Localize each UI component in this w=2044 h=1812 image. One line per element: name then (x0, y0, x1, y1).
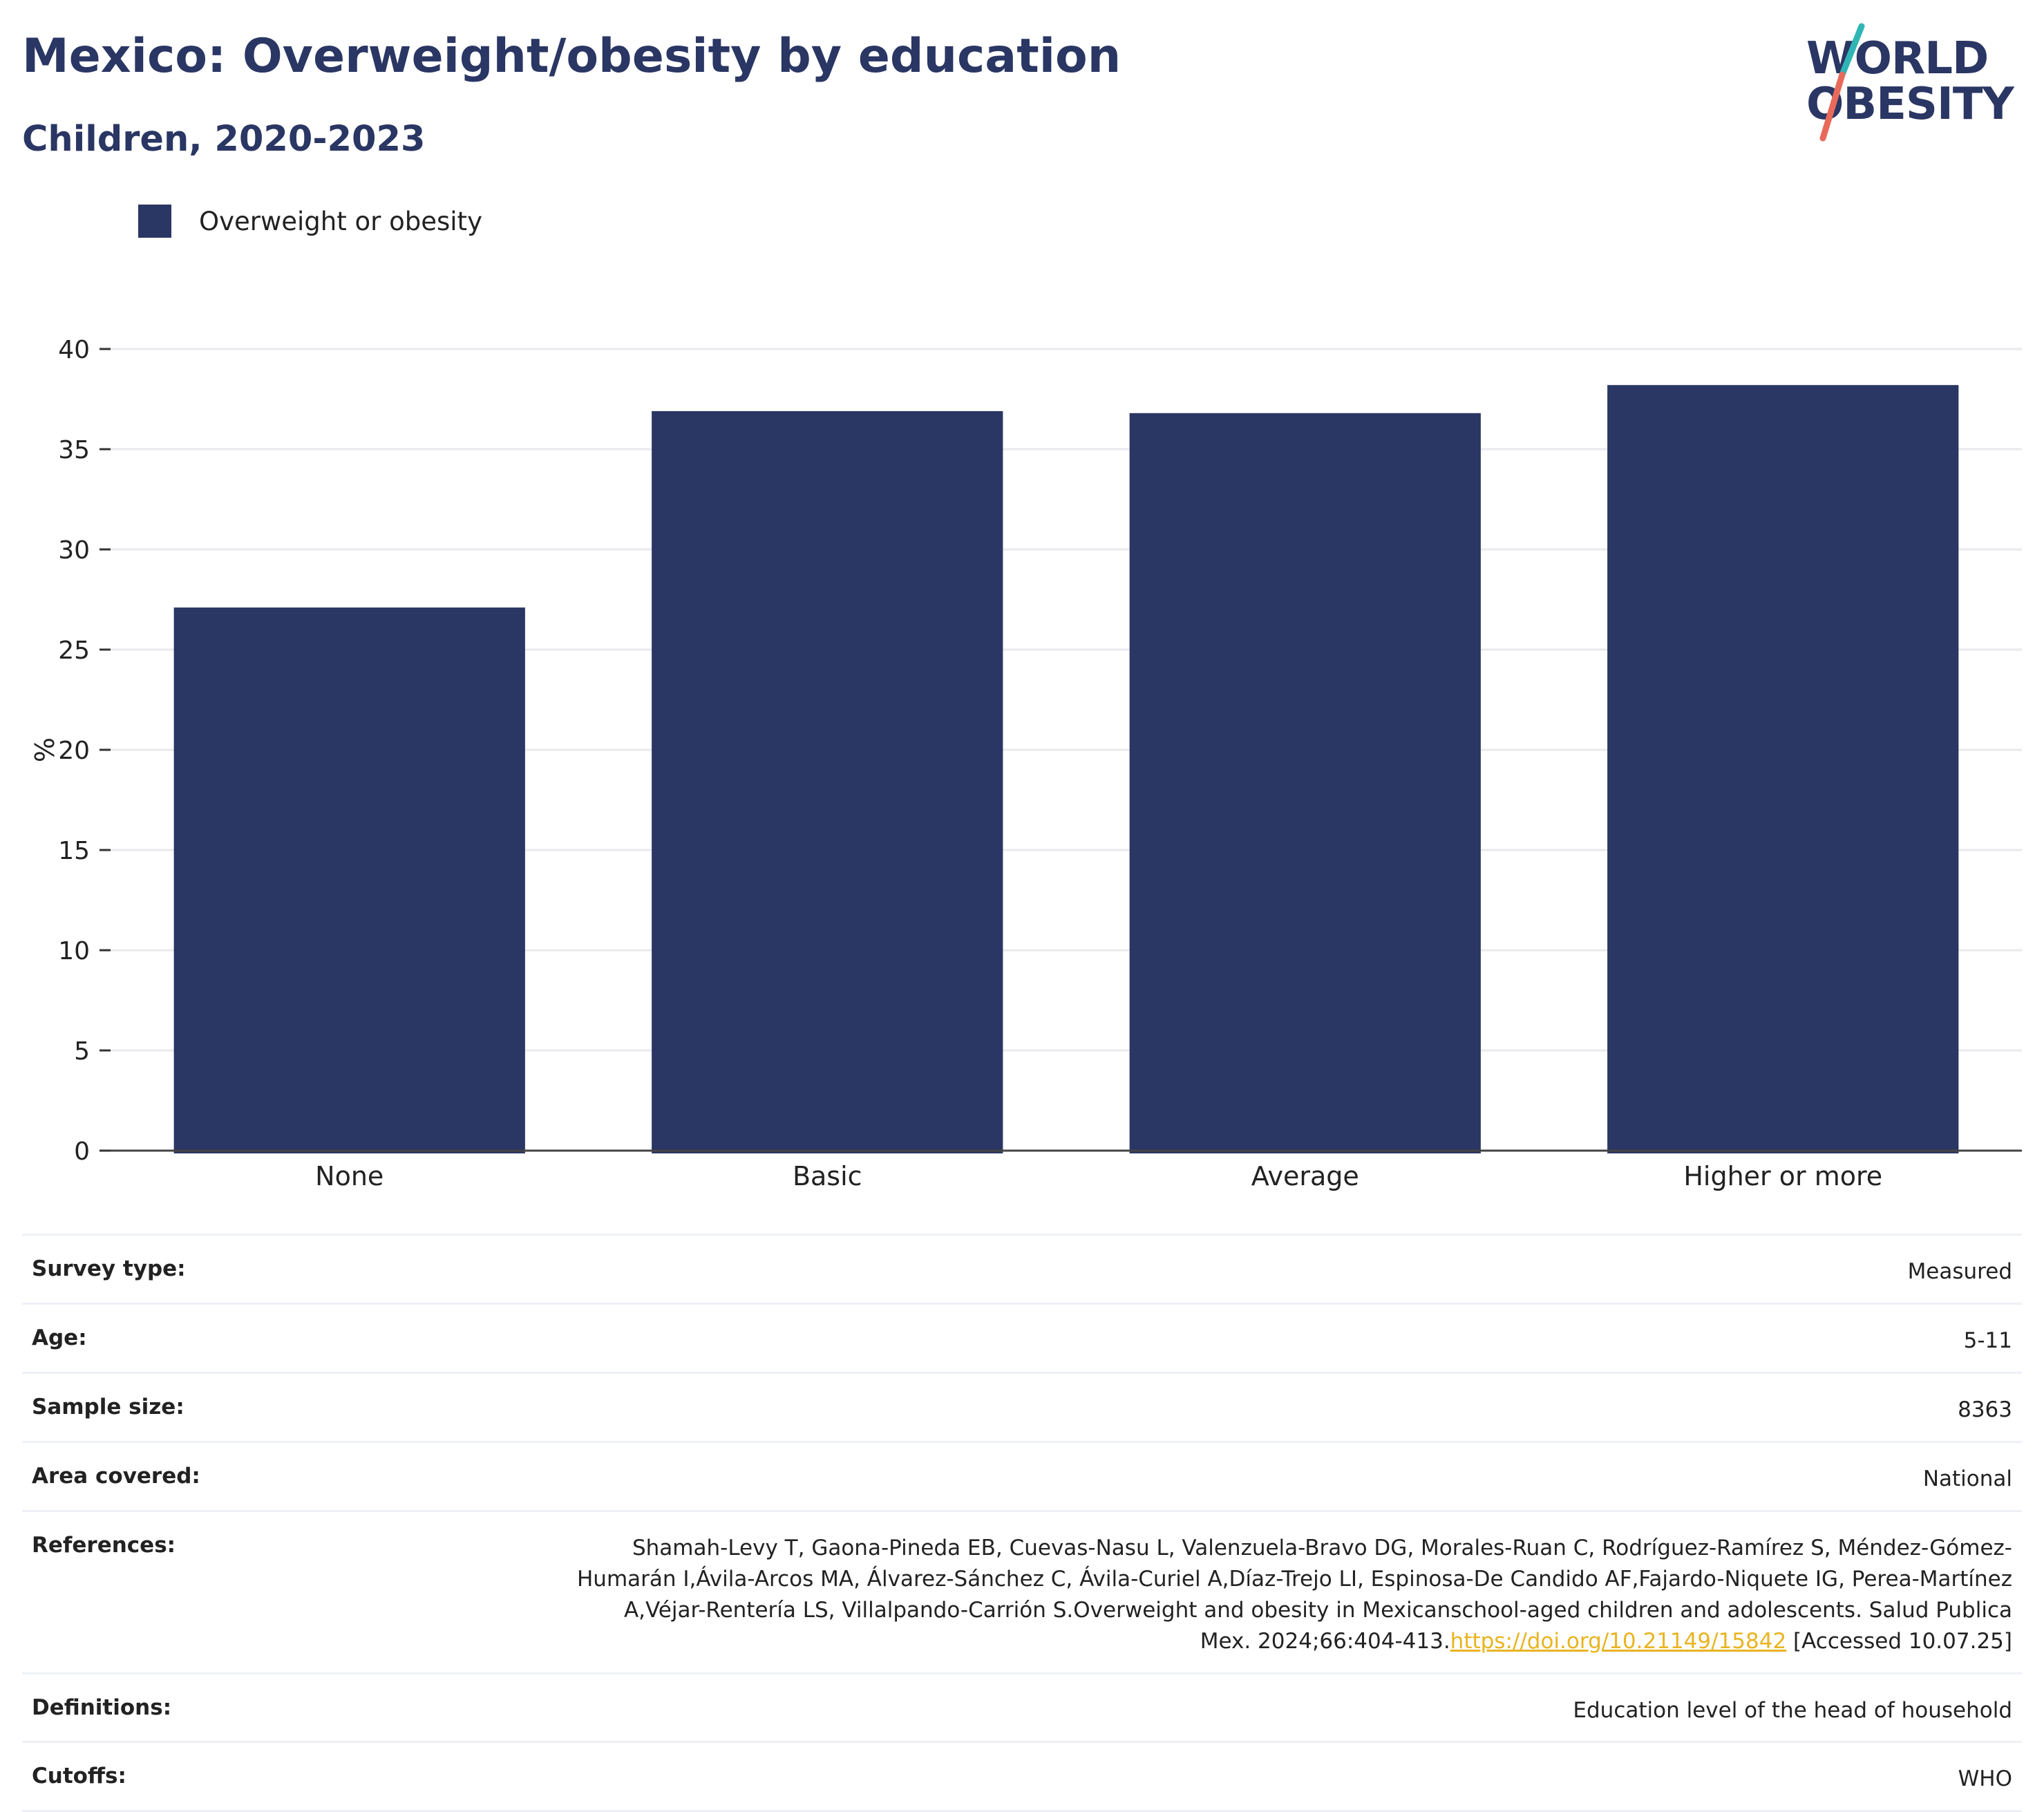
x-tick-label: Basic (793, 1161, 862, 1191)
meta-value: WHO (1958, 1766, 2012, 1792)
references-body: Shamah-Levy T, Gaona-Pineda EB, Cuevas-N… (577, 1535, 2012, 1654)
meta-row-area-covered: Area covered: National (22, 1440, 2022, 1510)
metadata-table: Survey type: Measured Age: 5-11 Sample s… (22, 1234, 2022, 1812)
world-obesity-logo: WORLD OBESITY (1804, 21, 2025, 145)
bar-chart: 0 5 10 15 20 25 30 35 40 None Basic Average Higher o… (30, 336, 2022, 1191)
meta-label: Cutoffs: (32, 1764, 126, 1789)
page-subtitle: Children, 2020-2023 (22, 119, 426, 160)
references-text: Shamah-Levy T, Gaona-Pineda EB, Cuevas-N… (575, 1533, 2012, 1657)
y-tick-label: 25 (58, 636, 90, 665)
meta-label: Survey type: (32, 1256, 186, 1281)
meta-label: Sample size: (32, 1394, 184, 1419)
bar (652, 410, 1003, 1153)
y-tick-label: 10 (58, 937, 90, 965)
meta-row-definitions: Definitions: Education level of the head… (22, 1672, 2022, 1742)
meta-row-age: Age: 5-11 (22, 1302, 2022, 1372)
meta-row-sample-size: Sample size: 8363 (22, 1371, 2022, 1441)
meta-value: 8363 (1958, 1397, 2012, 1422)
bar (1129, 413, 1481, 1153)
meta-value: Education level of the head of household (1573, 1697, 2012, 1723)
chart-legend: Overweight or obesity (138, 205, 482, 238)
meta-row-cutoffs: Cutoffs: WHO (22, 1741, 2022, 1812)
meta-value: 5-11 (1963, 1328, 2012, 1353)
y-tick-label: 20 (58, 737, 90, 765)
y-tick-label: 0 (74, 1138, 90, 1166)
y-tick-label: 15 (58, 837, 90, 865)
logo-slash-icon (1819, 23, 1865, 142)
bar (173, 607, 525, 1153)
y-tick-label: 30 (58, 536, 90, 565)
bar (1607, 385, 1959, 1154)
legend-swatch (138, 205, 171, 238)
meta-row-references: References: Shamah-Levy T, Gaona-Pineda … (22, 1509, 2022, 1672)
x-tick-label: Higher or more (1683, 1161, 1882, 1191)
meta-row-survey-type: Survey type: Measured (22, 1234, 2022, 1303)
y-tick-label: 35 (58, 436, 90, 464)
page-title: Mexico: Overweight/obesity by education (22, 29, 1122, 84)
reference-doi-link[interactable]: https://doi.org/10.21149/15842 (1450, 1628, 1787, 1654)
x-tick-label: None (315, 1161, 384, 1191)
meta-label: Age: (32, 1325, 87, 1350)
y-tick-label: 40 (58, 336, 90, 364)
legend-label: Overweight or obesity (199, 206, 482, 236)
y-tick-label: 5 (74, 1037, 90, 1066)
x-tick-label: Average (1251, 1161, 1359, 1191)
references-accessed: [Accessed 10.07.25] (1786, 1628, 2012, 1654)
meta-label: Definitions: (32, 1695, 172, 1720)
logo-text-line1: WORLD (1806, 33, 1989, 84)
meta-value: National (1922, 1466, 2012, 1491)
meta-label: Area covered: (32, 1463, 200, 1489)
meta-value: Measured (1907, 1259, 2012, 1284)
y-axis-label: % (30, 737, 60, 762)
meta-label: References: (32, 1532, 176, 1558)
